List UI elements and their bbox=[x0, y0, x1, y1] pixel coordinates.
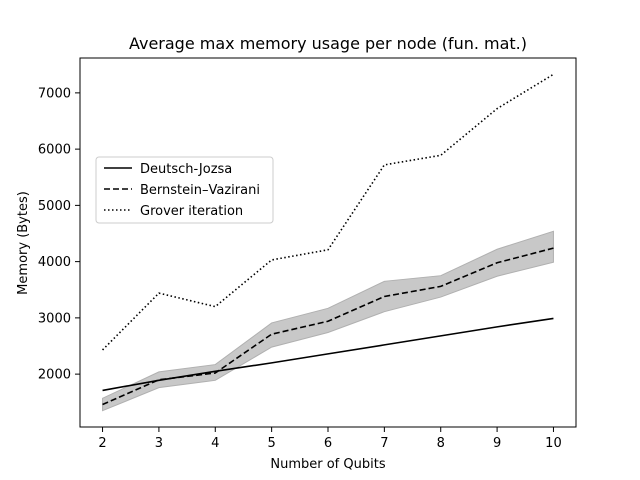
x-tick-label: 10 bbox=[545, 436, 562, 451]
y-tick-label: 4000 bbox=[38, 255, 71, 270]
x-tick-label: 4 bbox=[211, 436, 219, 451]
y-axis-label: Memory (Bytes) bbox=[16, 191, 31, 295]
y-tick-label: 2000 bbox=[38, 368, 71, 383]
y-tick-label: 6000 bbox=[38, 143, 71, 158]
y-tick-label: 7000 bbox=[38, 86, 71, 101]
series-line-2 bbox=[101, 73, 554, 351]
legend-label-2: Grover iteration bbox=[140, 204, 243, 219]
x-tick-label: 2 bbox=[98, 436, 106, 451]
x-tick-label: 5 bbox=[267, 436, 275, 451]
x-axis-label: Number of Qubits bbox=[270, 457, 385, 472]
x-tick-label: 7 bbox=[380, 436, 388, 451]
x-tick-label: 3 bbox=[155, 436, 163, 451]
legend-label-1: Bernstein–Vazirani bbox=[140, 183, 260, 198]
y-tick-label: 5000 bbox=[38, 199, 71, 214]
x-tick-label: 8 bbox=[437, 436, 445, 451]
series-line-1 bbox=[102, 247, 554, 406]
legend: Deutsch-Jozsa Bernstein–Vazirani Grover it… bbox=[95, 156, 274, 224]
legend-label-0: Deutsch-Jozsa bbox=[140, 162, 232, 177]
series-line-0 bbox=[102, 317, 554, 392]
legend-box bbox=[95, 156, 274, 224]
y-tick-label: 3000 bbox=[38, 311, 71, 326]
x-tick-label: 9 bbox=[493, 436, 501, 451]
x-tick-label: 6 bbox=[324, 436, 332, 451]
plot-area: 2 3 4 5 6 7 8 9 10 2000 3000 4000 5000 6000 7000 bbox=[38, 57, 577, 451]
chart-title: Average max memory usage per node (fun. … bbox=[129, 34, 527, 53]
